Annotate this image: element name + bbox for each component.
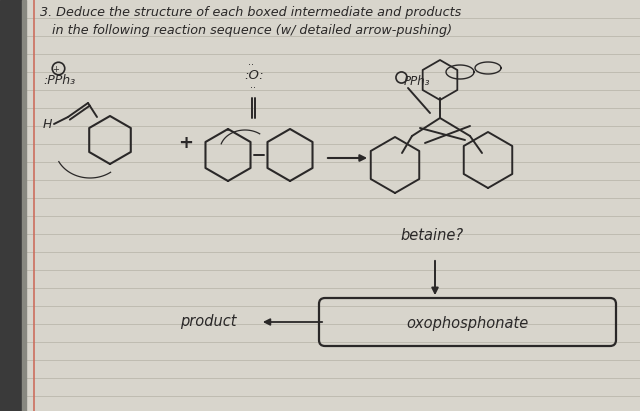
Text: betaine?: betaine?	[400, 228, 463, 243]
Text: oxophosphonate: oxophosphonate	[406, 316, 529, 330]
Text: PPh₃: PPh₃	[404, 75, 431, 88]
Bar	[22, 0, 26, 411]
Bar	[0, 0, 22, 411]
Text: 3. Deduce the structure of each boxed intermediate and products: 3. Deduce the structure of each boxed in…	[40, 6, 461, 19]
Text: :PPh₃: :PPh₃	[43, 74, 75, 87]
Text: +: +	[52, 65, 59, 74]
Text: :O:: :O:	[244, 69, 264, 82]
Text: ··: ··	[248, 60, 254, 70]
Text: H: H	[43, 118, 52, 131]
Text: +: +	[179, 134, 193, 152]
Text: in the following reaction sequence (w/ detailed arrow-pushing): in the following reaction sequence (w/ d…	[52, 24, 452, 37]
Text: product: product	[180, 314, 237, 329]
Text: ··: ··	[250, 83, 256, 93]
